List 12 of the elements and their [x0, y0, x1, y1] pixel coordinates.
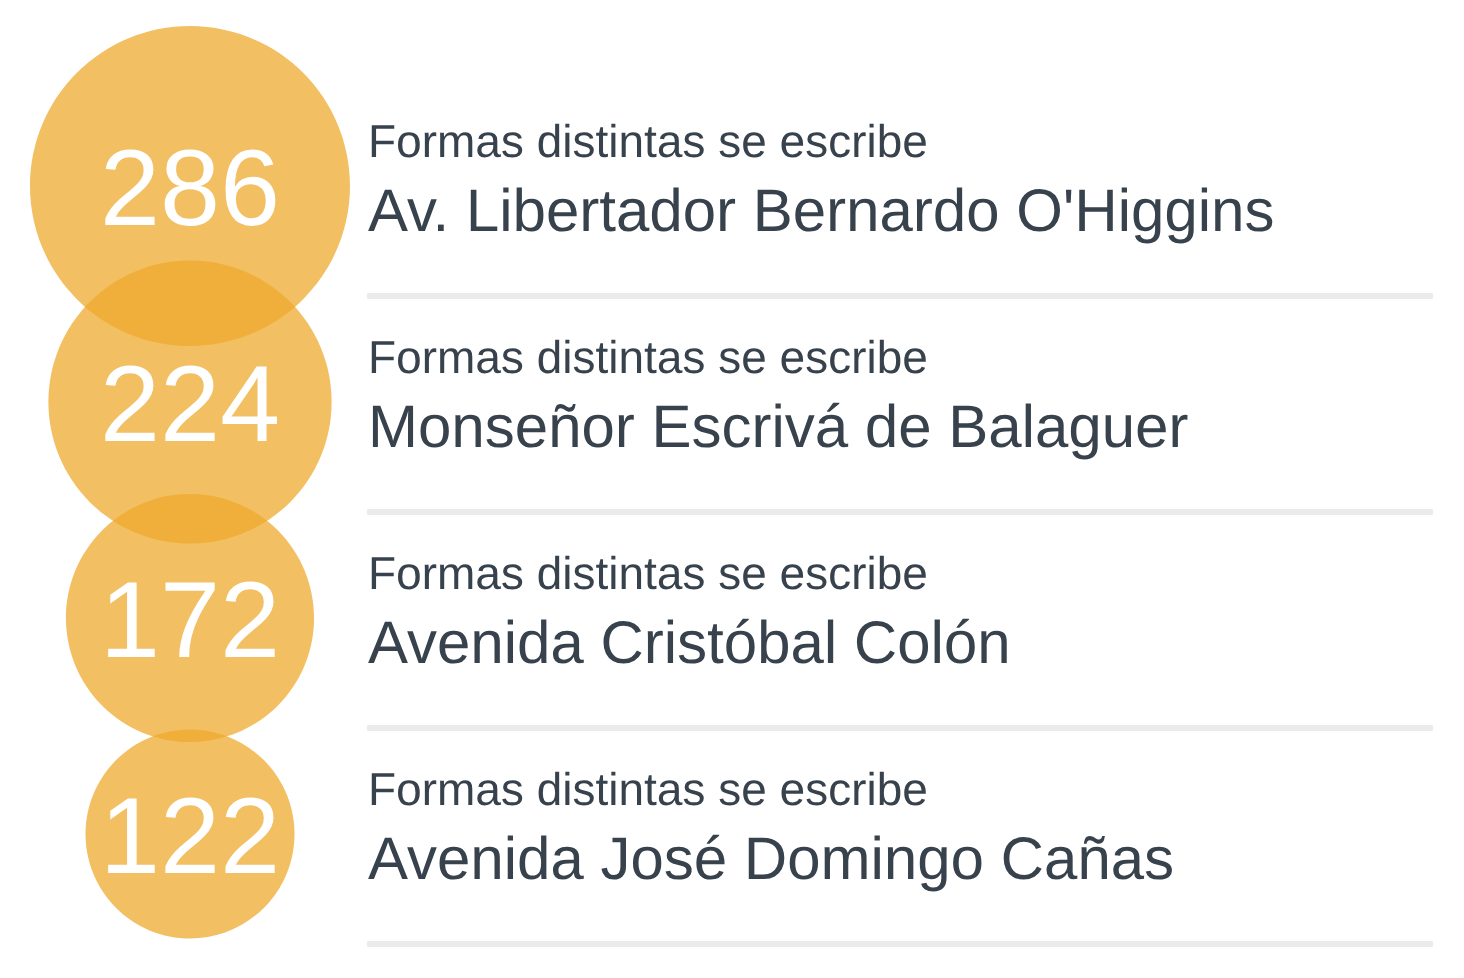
data-label: 122: [108, 797, 275, 873]
category-label: Avenida Cristóbal Colón: [368, 618, 1007, 664]
category-label: Av. Libertador Bernardo O'Higgins: [368, 187, 1273, 244]
text: Formas distintas se escribe: [371, 123, 926, 158]
category-label: Avenida José Domingo Cañas: [368, 834, 1172, 892]
category-label: Monseñor Escrivá de Balaguer: [372, 402, 1188, 460]
data-label: 224: [105, 365, 277, 441]
text: Formas distintas se escribe: [371, 339, 926, 374]
data-label: 172: [108, 581, 275, 657]
text: Formas distintas se escribe: [371, 771, 926, 806]
text: Formas distintas se escribe: [371, 555, 926, 590]
data-label: 286: [105, 149, 276, 226]
